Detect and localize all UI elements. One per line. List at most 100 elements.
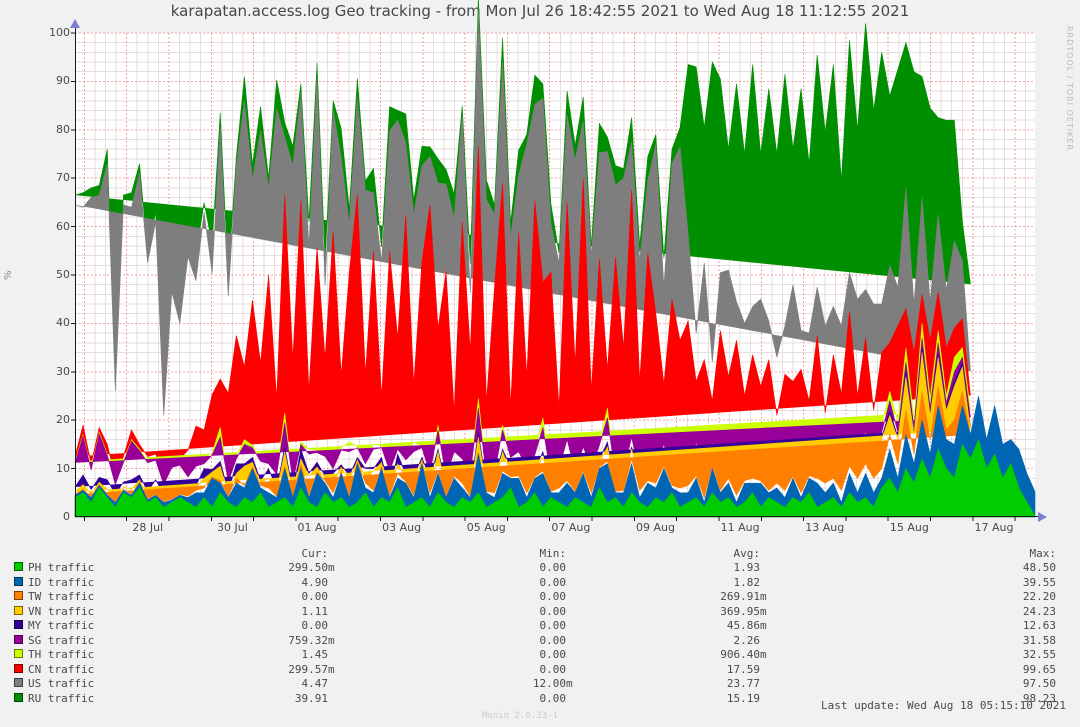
x-tick-label: 11 Aug [720, 521, 760, 534]
legend-color-swatch [14, 649, 23, 659]
y-tick-label-20: 20 [56, 413, 70, 427]
legend-row: ID traffic 4.90 0.00 1.82 39.55 [0, 576, 1080, 590]
area-series-tw [74, 386, 971, 502]
y-tick-label-50: 50 [56, 268, 70, 281]
legend-label: RU traffic [28, 691, 95, 705]
legend-header-avg: Avg: [733, 547, 761, 560]
legend-max-value: 48.50 [1022, 561, 1056, 574]
legend-color-swatch [14, 591, 23, 601]
munin-version-text: Munin 2.0.33-1 [482, 711, 558, 721]
x-axis-arrow-icon [1038, 512, 1047, 522]
legend-row: TH traffic 1.45 0.00 906.40m 32.55 [0, 648, 1080, 662]
y-axis-unit-label: % [3, 270, 14, 280]
x-tick-label: 03 Aug [382, 521, 422, 534]
legend-avg-value: 15.19 [726, 691, 760, 705]
legend-max-value: 22.20 [1022, 590, 1056, 604]
legend-cur-value: 1.11 [301, 604, 329, 618]
legend-color-swatch [14, 663, 23, 673]
legend-avg-value: 23.77 [726, 677, 760, 691]
legend-color-swatch [14, 562, 23, 571]
legend-color-swatch [14, 678, 23, 688]
legend-avg-value: 1.82 [733, 575, 761, 589]
x-tick-label: 30 Jul [217, 521, 248, 534]
legend-min-value: 0.00 [539, 662, 567, 676]
legend-cur-value: 4.47 [301, 677, 329, 691]
legend-avg-value: 2.26 [733, 633, 761, 647]
legend-color-swatch [14, 576, 23, 586]
legend-min-value: 12.00m [532, 677, 573, 691]
legend-avg-value: 906.40m [720, 648, 767, 662]
legend-max-value: 39.55 [1022, 575, 1056, 589]
legend-label: ID traffic [28, 575, 95, 589]
legend-max-value: 12.63 [1022, 619, 1056, 633]
legend-avg-value: 269.91m [720, 590, 767, 604]
legend-label: US traffic [28, 677, 95, 691]
legend-max-value: 32.55 [1022, 648, 1056, 662]
legend-label: TH traffic [28, 648, 95, 662]
area-series-ph [74, 438, 1036, 518]
legend-max-value: 99.65 [1022, 662, 1056, 676]
legend-min-value: 0.00 [539, 561, 567, 574]
legend-avg-value: 1.93 [733, 561, 761, 574]
legend-row: RU traffic 39.91 0.00 15.19 98.23 [0, 692, 1080, 706]
rrdtool-watermark: RRDTOOL / TOBI OETIKER [1065, 26, 1074, 152]
legend-label: VN traffic [28, 604, 95, 618]
legend-max-value: 24.23 [1022, 604, 1056, 618]
legend-label: SG traffic [28, 633, 95, 647]
legend-row: VN traffic 1.11 0.00 369.95m 24.23 [0, 605, 1080, 619]
legend-cur-value: 0.00 [301, 619, 329, 633]
legend-max-value: 97.50 [1022, 677, 1056, 691]
legend-cur-value: 299.57m [288, 662, 335, 676]
x-tick-label: 28 Jul [132, 521, 164, 534]
page-title: karapatan.access.log Geo tracking - from… [170, 2, 910, 20]
y-tick-label-60: 60 [56, 219, 70, 233]
legend-row: MY traffic 0.00 0.00 45.86m 12.63 [0, 619, 1080, 633]
y-axis-arrow-icon [70, 19, 80, 28]
legend-row: SG traffic 759.32m 0.00 2.26 31.58 [0, 634, 1080, 648]
x-tick-label: 09 Aug [635, 521, 675, 534]
x-tick-label: 07 Aug [551, 521, 591, 534]
legend-row: PH traffic 299.50m 0.00 1.93 48.50 [0, 561, 1080, 575]
legend-color-swatch [14, 692, 23, 702]
legend-cur-value: 4.90 [301, 575, 329, 589]
area-series-cn [74, 146, 971, 480]
y-tick-label-30: 30 [56, 364, 70, 378]
legend-color-swatch [14, 634, 23, 644]
legend-cur-value: 39.91 [294, 691, 328, 705]
legend-row: US traffic 4.47 12.00m 23.77 97.50 [0, 677, 1080, 691]
x-tick-label: 15 Aug [889, 521, 929, 534]
legend-max-value: 31.58 [1022, 633, 1056, 647]
legend-color-swatch [14, 605, 23, 615]
legend-min-value: 0.00 [539, 604, 567, 618]
y-tick-label-90: 90 [56, 74, 70, 88]
legend-min-value: 0.00 [539, 691, 567, 705]
legend-avg-value: 45.86m [726, 619, 767, 633]
x-tick-label: 01 Aug [297, 521, 337, 534]
legend-avg-value: 17.59 [726, 662, 760, 676]
legend-header-min: Min: [539, 547, 567, 560]
legend-cur-value: 0.00 [301, 590, 329, 604]
x-tick-label: 13 Aug [805, 521, 845, 534]
stacked-area-chart [71, 0, 1043, 521]
y-tick-label-70: 70 [56, 171, 70, 185]
legend-max-value: 98.23 [1022, 691, 1056, 705]
legend-cur-value: 759.32m [288, 633, 335, 647]
legend-row: TW traffic 0.00 0.00 269.91m 22.20 [0, 590, 1080, 604]
plot-area [71, 0, 1043, 521]
y-tick-label-0: 0 [63, 510, 70, 523]
legend-min-value: 0.00 [539, 633, 567, 647]
legend-row: CN traffic 299.57m 0.00 17.59 99.65 [0, 663, 1080, 677]
legend-header-cur: Cur: [301, 547, 329, 560]
legend-min-value: 0.00 [539, 575, 567, 589]
legend-header-max: Max: [1029, 547, 1057, 560]
y-tick-label-10: 10 [56, 461, 70, 475]
legend-color-swatch [14, 620, 23, 630]
legend-min-value: 0.00 [539, 648, 567, 662]
legend-avg-value: 369.95m [720, 604, 767, 618]
area-series-us [74, 11, 971, 416]
area-series-id [74, 395, 1036, 518]
legend-label: MY traffic [28, 619, 95, 633]
legend-cur-value: 299.50m [288, 561, 335, 574]
x-tick-label: 17 Aug [974, 521, 1014, 534]
